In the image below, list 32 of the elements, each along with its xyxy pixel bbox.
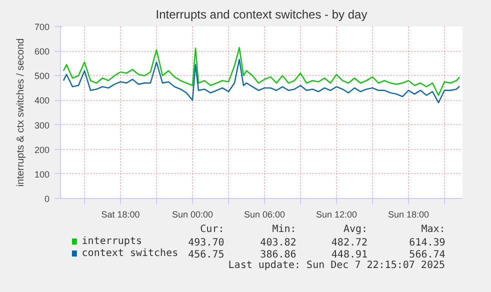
text: Cur: bbox=[200, 224, 224, 235]
y-tick-label: 0 bbox=[44, 194, 50, 204]
y-tick-label: 400 bbox=[34, 96, 50, 106]
text: Min: bbox=[272, 224, 296, 235]
text: 448.91 bbox=[331, 250, 368, 260]
text: 566.74 bbox=[409, 250, 446, 260]
text: 456.75 bbox=[188, 250, 224, 260]
x-tick-label: Sun 00:00 bbox=[172, 210, 214, 220]
text: 403.82 bbox=[260, 238, 296, 248]
y-tick-label: 100 bbox=[34, 169, 50, 180]
x-tick-label: Sun 18:00 bbox=[388, 210, 430, 220]
x-tick-label: Sat 18:00 bbox=[101, 210, 140, 220]
x-tick-label: Sun 06:00 bbox=[244, 210, 286, 220]
line-series bbox=[62, 58, 460, 104]
text: Avg: bbox=[343, 224, 368, 235]
y-axis-title: interrupts & ctx switches / second bbox=[15, 38, 26, 187]
legend-label: context switches bbox=[82, 248, 178, 259]
line-series bbox=[62, 47, 460, 96]
chart-title: Interrupts and context switches - by day bbox=[156, 8, 368, 22]
legend-label: interrupts bbox=[82, 236, 142, 247]
y-tick-label: 500 bbox=[34, 71, 50, 82]
y-tick-label: 200 bbox=[34, 144, 50, 155]
y-tick-label: 300 bbox=[34, 120, 50, 130]
y-tick-label: 700 bbox=[34, 22, 50, 32]
y-tick-label: 600 bbox=[34, 46, 50, 57]
text: Max: bbox=[421, 224, 446, 235]
text: Last update: Sun Dec 7 22:15:07 2025 bbox=[228, 260, 446, 271]
text: 386.86 bbox=[260, 250, 296, 260]
text: 482.72 bbox=[331, 238, 368, 248]
text: 614.39 bbox=[409, 238, 446, 248]
x-tick-label: Sun 12:00 bbox=[316, 210, 358, 220]
text: 493.70 bbox=[188, 238, 224, 248]
